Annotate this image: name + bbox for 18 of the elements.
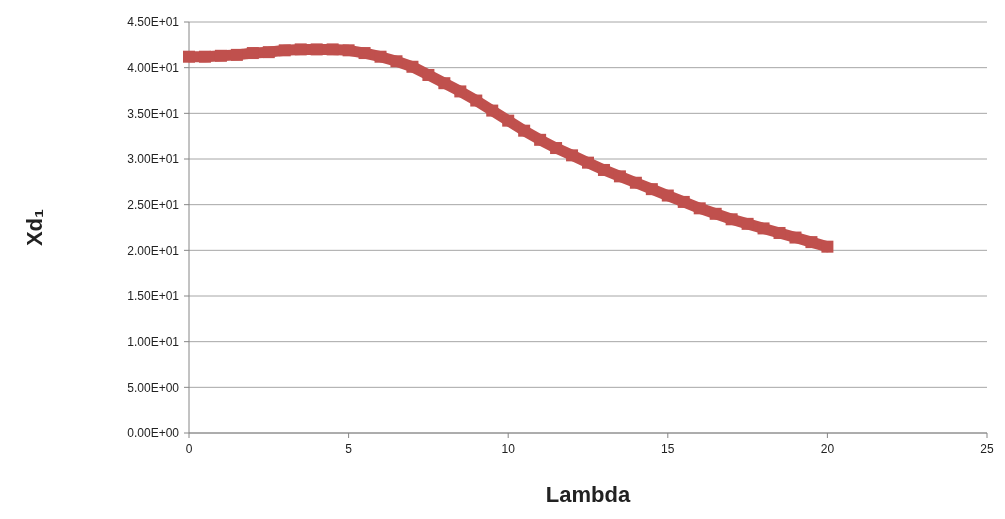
y-tick-label: 2.00E+01 — [127, 243, 180, 258]
x-tick-label: 15 — [661, 442, 675, 456]
x-tick-label: 20 — [820, 442, 835, 456]
y-tick-label: 3.00E+01 — [127, 152, 180, 167]
y-tick-label: 0.00E+00 — [127, 426, 180, 441]
x-tick-label: 25 — [980, 442, 994, 456]
y-tick-label: 4.00E+01 — [127, 60, 180, 75]
y-tick-label: 1.50E+01 — [127, 289, 180, 304]
y-tick-label: 4.50E+01 — [127, 15, 180, 30]
x-axis-title: Lambda — [545, 482, 631, 507]
y-tick-label: 2.50E+01 — [127, 197, 180, 212]
x-tick-label: 0 — [185, 442, 193, 456]
y-tick-label: 1.00E+01 — [127, 334, 180, 349]
y-tick-label: 5.00E+00 — [127, 380, 180, 395]
x-tick-label: 10 — [501, 442, 516, 456]
y-axis-title: Xd₁ — [22, 208, 47, 247]
x-tick-label: 5 — [345, 442, 353, 456]
y-tick-label: 3.50E+01 — [127, 106, 180, 121]
